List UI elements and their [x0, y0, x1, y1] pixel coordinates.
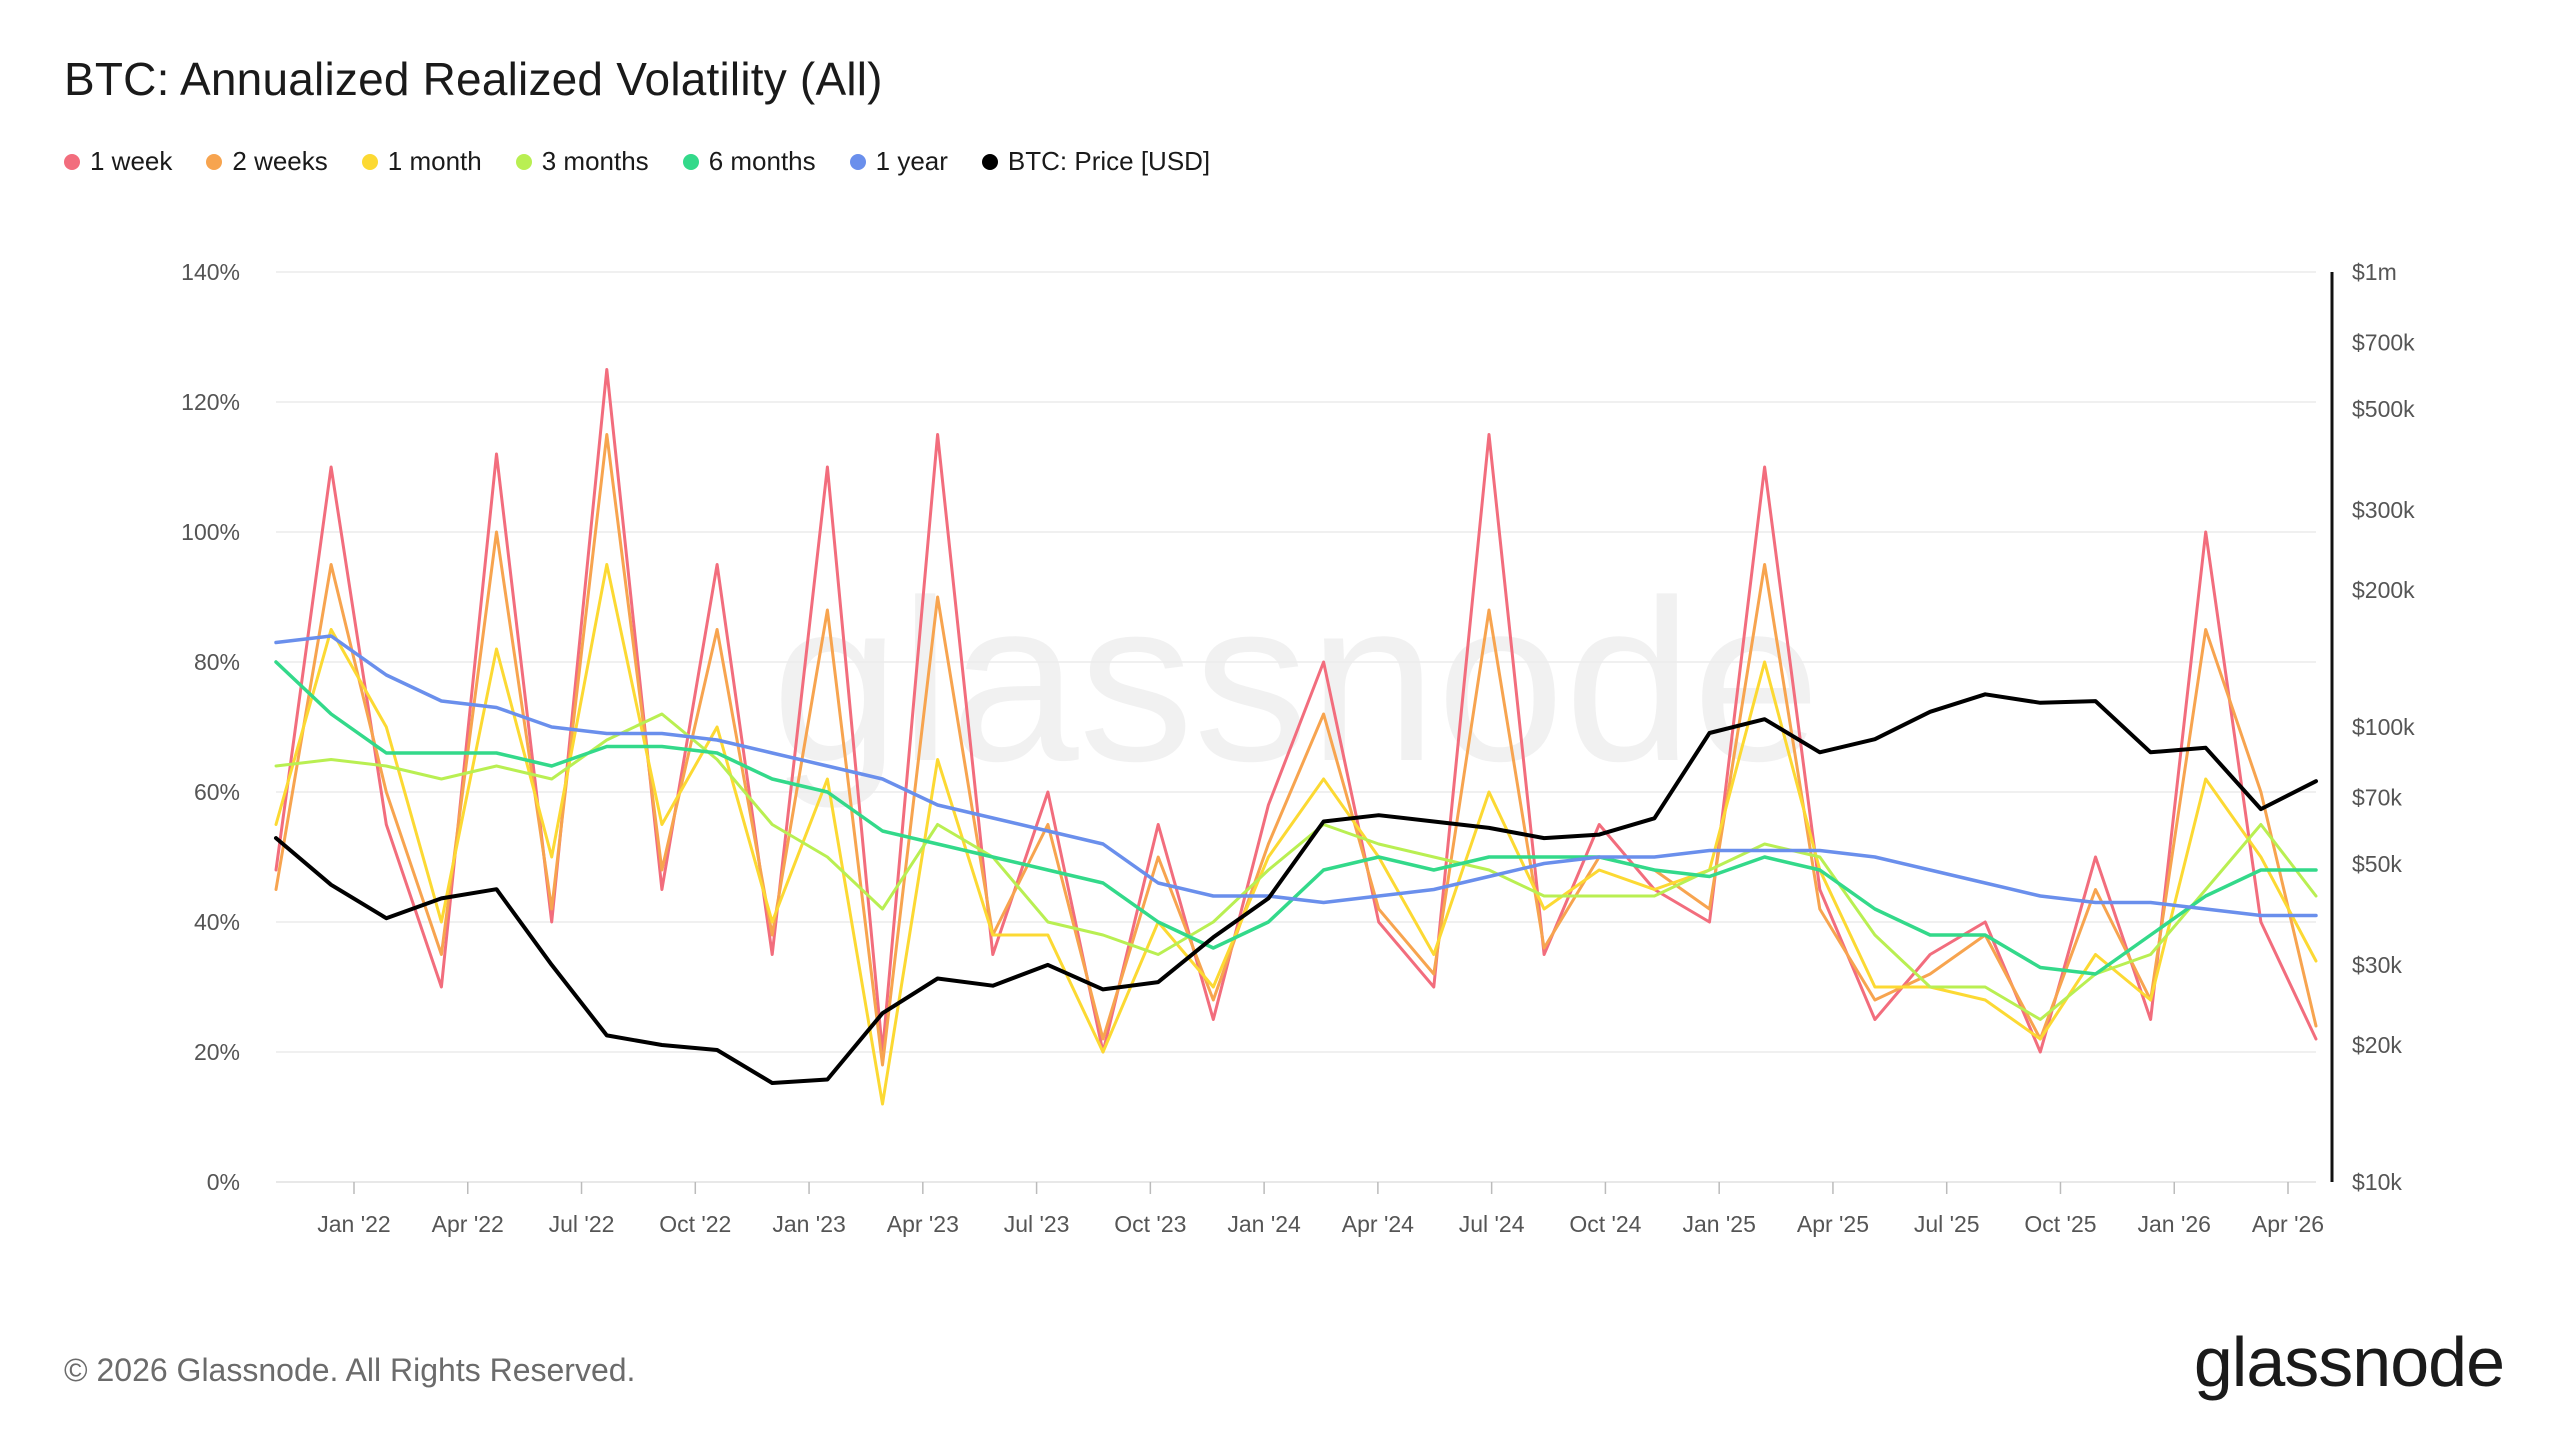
- legend-label: BTC: Price [USD]: [1007, 146, 1211, 176]
- legend-label: 3 months: [541, 146, 649, 176]
- legend-swatch: [206, 153, 223, 170]
- x-tick-label: Jul '22: [549, 1211, 615, 1237]
- y-right-tick-label: $70k: [2352, 784, 2402, 810]
- x-tick-label: Jan '26: [2138, 1211, 2211, 1237]
- legend-swatch: [515, 153, 532, 170]
- x-tick-label: Apr '25: [1797, 1211, 1869, 1237]
- y-right-tick-label: $10k: [2352, 1169, 2402, 1195]
- y-left-tick-label: 120%: [181, 389, 240, 415]
- legend-item[interactable]: 1 month: [361, 146, 482, 177]
- x-tick-label: Oct '25: [2024, 1211, 2096, 1237]
- legend-swatch: [981, 153, 998, 170]
- legend-item[interactable]: 1 year: [849, 146, 948, 177]
- legend-item[interactable]: 2 weeks: [206, 146, 328, 177]
- x-tick-label: Jan '23: [772, 1211, 845, 1237]
- legend-label: 6 months: [708, 146, 816, 176]
- y-left-tick-label: 140%: [181, 259, 240, 285]
- x-tick-label: Jul '25: [1914, 1211, 1980, 1237]
- copyright-footer: © 2026 Glassnode. All Rights Reserved.: [64, 1352, 636, 1388]
- legend-item[interactable]: 3 months: [515, 146, 649, 177]
- legend-swatch: [64, 153, 80, 170]
- y-left-tick-label: 60%: [194, 779, 240, 805]
- y-right-tick-label: $20k: [2352, 1032, 2402, 1058]
- series-line: [274, 692, 2318, 1085]
- series-line: [274, 563, 2318, 1106]
- x-tick-label: Jul '24: [1459, 1211, 1525, 1237]
- x-tick-label: Apr '26: [2252, 1211, 2324, 1237]
- y-right-tick-label: $30k: [2352, 952, 2402, 978]
- watermark-text: glassnode: [772, 552, 1821, 809]
- x-tick-label: Apr '23: [887, 1211, 959, 1237]
- x-tick-label: Oct '22: [659, 1211, 731, 1237]
- y-right-tick-label: $500k: [2352, 396, 2415, 422]
- y-left-tick-label: 20%: [194, 1039, 240, 1065]
- chart-title: BTC: Annualized Realized Volatility (All…: [64, 53, 883, 105]
- x-tick-label: Jul '23: [1004, 1211, 1070, 1237]
- x-tick-label: Apr '24: [1342, 1211, 1414, 1237]
- y-right-tick-label: $700k: [2352, 329, 2415, 355]
- x-tick-label: Oct '23: [1114, 1211, 1186, 1237]
- legend-label: 1 month: [387, 146, 482, 176]
- glassnode-logo: glassnode: [2193, 1323, 2505, 1401]
- y-left-tick-label: 80%: [194, 649, 240, 675]
- series-line: [274, 634, 2318, 918]
- legend-label: 2 weeks: [232, 146, 328, 176]
- y-right-tick-label: $1m: [2352, 259, 2397, 285]
- legend-swatch: [361, 153, 378, 170]
- legend-item[interactable]: 1 week: [64, 146, 172, 177]
- x-tick-label: Jan '24: [1227, 1211, 1301, 1237]
- y-left-tick-label: 0%: [207, 1169, 240, 1195]
- chart-legend: 1 week 2 weeks 1 month 3 months 6 months 1 ye…: [64, 146, 1210, 177]
- series-line: [274, 368, 2318, 1054]
- legend-label: 1 week: [90, 146, 173, 176]
- legend-swatch: [849, 153, 866, 170]
- legend-label: 1 year: [875, 146, 948, 176]
- y-right-tick-label: $200k: [2352, 577, 2415, 603]
- x-tick-label: Jan '22: [317, 1211, 390, 1237]
- legend-swatch: [682, 153, 699, 170]
- x-tick-label: Oct '24: [1569, 1211, 1641, 1237]
- series-line: [274, 433, 2318, 1067]
- y-right-tick-label: $50k: [2352, 851, 2402, 877]
- y-right-tick-label: $100k: [2352, 714, 2415, 740]
- legend-item[interactable]: 6 months: [682, 146, 816, 177]
- legend-item[interactable]: BTC: Price [USD]: [981, 146, 1211, 177]
- y-right-tick-label: $300k: [2352, 497, 2415, 523]
- x-tick-label: Jan '25: [1682, 1211, 1755, 1237]
- x-tick-label: Apr '22: [432, 1211, 504, 1237]
- y-left-tick-label: 100%: [181, 519, 240, 545]
- y-left-tick-label: 40%: [194, 909, 240, 935]
- series-line: [274, 660, 2318, 976]
- series-line: [274, 712, 2318, 1021]
